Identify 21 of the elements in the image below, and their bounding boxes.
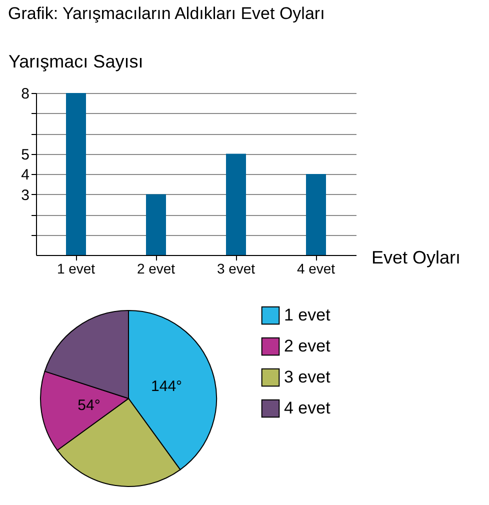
data-label: 54° bbox=[78, 396, 100, 414]
bar bbox=[226, 154, 246, 255]
y-tick-label: 3 bbox=[21, 186, 30, 204]
x-tick-label: 3 evet bbox=[216, 260, 256, 276]
x-axis-title: Evet Oyları bbox=[372, 248, 461, 268]
legend-label: 4 evet bbox=[284, 398, 331, 418]
y-tick-label: 5 bbox=[21, 146, 30, 164]
legend-label: 3 evet bbox=[284, 368, 331, 386]
data-label: 144° bbox=[151, 378, 182, 396]
bar bbox=[306, 174, 326, 255]
bar bbox=[66, 93, 86, 255]
x-tick-label: 2 evet bbox=[136, 260, 176, 276]
y-axis-title: Yarışmacı Sayısı bbox=[8, 52, 144, 72]
x-tick-label: 1 evet bbox=[56, 260, 96, 276]
legend-label: 2 evet bbox=[284, 336, 331, 356]
legend-label: 1 evet bbox=[284, 306, 331, 324]
chart-title: Grafik: Yarışmacıların Aldıkları Evet Oyları bbox=[8, 4, 325, 23]
y-tick-label: 4 bbox=[21, 166, 30, 184]
y-tick-label: 8 bbox=[21, 86, 30, 102]
x-tick-label: 4 evet bbox=[296, 260, 336, 276]
bar bbox=[146, 194, 166, 255]
